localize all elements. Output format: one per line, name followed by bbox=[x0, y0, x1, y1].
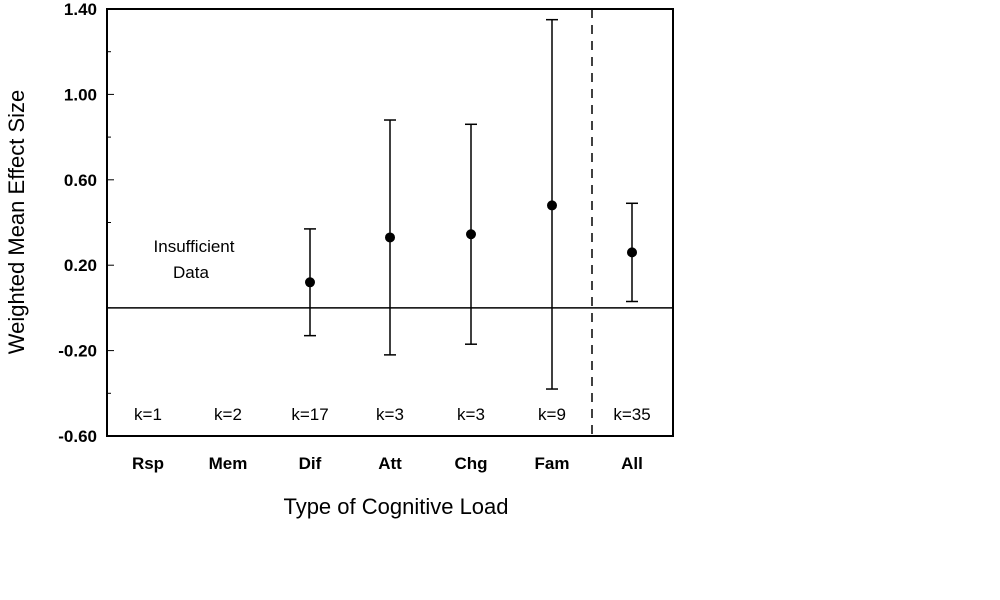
k-label-dif: k=17 bbox=[291, 405, 328, 424]
y-tick-label: -0.20 bbox=[58, 342, 97, 361]
k-label-chg: k=3 bbox=[457, 405, 485, 424]
x-category-label-rsp: Rsp bbox=[132, 454, 164, 473]
y-tick-label: 0.20 bbox=[64, 256, 97, 275]
y-tick-label: -0.60 bbox=[58, 427, 97, 446]
plot-area: 1.40 1.00 0.60 0.20 -0.20 -0.60 k=1 k=2 k=17 k=3 k… bbox=[58, 0, 674, 473]
insufficient-data-label-line1: Insufficient bbox=[154, 237, 235, 256]
x-axis-title: Type of Cognitive Load bbox=[283, 494, 508, 519]
x-category-label-fam: Fam bbox=[535, 454, 570, 473]
k-label-all: k=35 bbox=[613, 405, 650, 424]
y-axis-title: Weighted Mean Effect Size bbox=[4, 90, 29, 355]
k-label-rsp: k=1 bbox=[134, 405, 162, 424]
mean-point-att bbox=[385, 232, 395, 243]
mean-point-chg bbox=[466, 229, 476, 240]
k-label-mem: k=2 bbox=[214, 405, 242, 424]
mean-point-all bbox=[627, 247, 637, 258]
x-category-label-all: All bbox=[621, 454, 643, 473]
x-category-label-mem: Mem bbox=[209, 454, 248, 473]
y-tick-label: 1.40 bbox=[64, 0, 97, 19]
mean-point-dif bbox=[305, 277, 315, 288]
x-category-label-chg: Chg bbox=[454, 454, 487, 473]
x-category-label-att: Att bbox=[378, 454, 402, 473]
y-tick-label: 1.00 bbox=[64, 85, 97, 104]
insufficient-data-label-line2: Data bbox=[173, 263, 209, 282]
k-label-fam: k=9 bbox=[538, 405, 566, 424]
k-label-att: k=3 bbox=[376, 405, 404, 424]
x-category-label-dif: Dif bbox=[299, 454, 322, 473]
mean-point-fam bbox=[547, 200, 557, 211]
y-tick-label: 0.60 bbox=[64, 171, 97, 190]
